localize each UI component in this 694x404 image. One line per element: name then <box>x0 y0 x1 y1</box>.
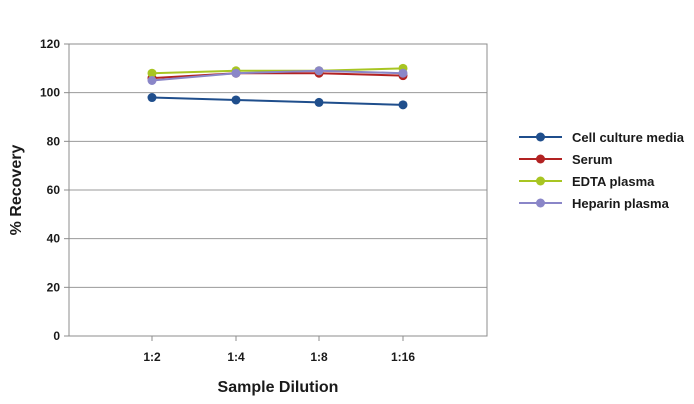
series-3 <box>147 66 408 85</box>
y-axis-ticks: 0 20 40 60 80 100 120 <box>40 37 69 343</box>
x-axis-title: Sample Dilution <box>218 379 339 396</box>
y-tick-label: 60 <box>47 183 61 197</box>
legend: Cell culture media Serum EDTA plasma Hepari… <box>519 130 685 211</box>
data-point <box>314 66 324 76</box>
series-layer <box>147 63 408 110</box>
legend-item: Serum <box>519 152 612 167</box>
y-tick-label: 120 <box>40 37 60 51</box>
series-line <box>151 96 404 106</box>
legend-label: Heparin plasma <box>572 196 670 211</box>
legend-marker <box>536 198 545 208</box>
data-point <box>231 68 241 78</box>
y-tick-label: 80 <box>47 134 61 148</box>
data-point <box>398 100 408 110</box>
legend-marker <box>536 154 545 164</box>
data-point <box>147 76 157 85</box>
legend-item: EDTA plasma <box>519 174 655 189</box>
x-tick-label: 1:2 <box>143 350 161 364</box>
x-tick-label: 1:8 <box>310 350 328 364</box>
data-point <box>147 68 157 78</box>
legend-label: EDTA plasma <box>572 174 655 189</box>
y-tick-label: 20 <box>47 280 61 294</box>
x-axis-ticks: 1:2 1:4 1:8 1:16 <box>143 336 415 364</box>
legend-marker <box>536 132 545 142</box>
legend-item: Heparin plasma <box>519 196 670 211</box>
gridlines <box>69 43 487 288</box>
data-point <box>147 93 157 103</box>
series-line <box>151 67 404 75</box>
legend-item: Cell culture media <box>519 130 685 145</box>
legend-label: Cell culture media <box>572 130 685 145</box>
data-point <box>314 97 324 107</box>
data-point <box>231 95 241 105</box>
series-0 <box>147 93 408 110</box>
y-tick-label: 100 <box>40 86 60 100</box>
legend-marker <box>536 176 545 186</box>
legend-label: Serum <box>572 152 612 167</box>
data-point <box>398 68 408 78</box>
y-tick-label: 0 <box>53 329 60 343</box>
x-tick-label: 1:4 <box>227 350 245 364</box>
y-axis-title: % Recovery <box>8 145 25 236</box>
x-tick-label: 1:16 <box>391 350 415 364</box>
series-line <box>151 69 404 82</box>
plot-area: 0 20 40 60 80 100 120 1:2 1:4 1:8 1:16 <box>40 37 488 364</box>
y-tick-label: 40 <box>47 232 61 246</box>
series-line <box>151 72 404 80</box>
